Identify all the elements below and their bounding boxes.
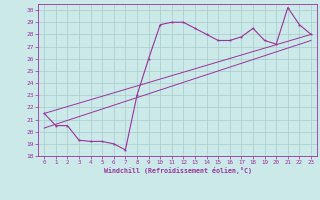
X-axis label: Windchill (Refroidissement éolien,°C): Windchill (Refroidissement éolien,°C) — [104, 167, 252, 174]
